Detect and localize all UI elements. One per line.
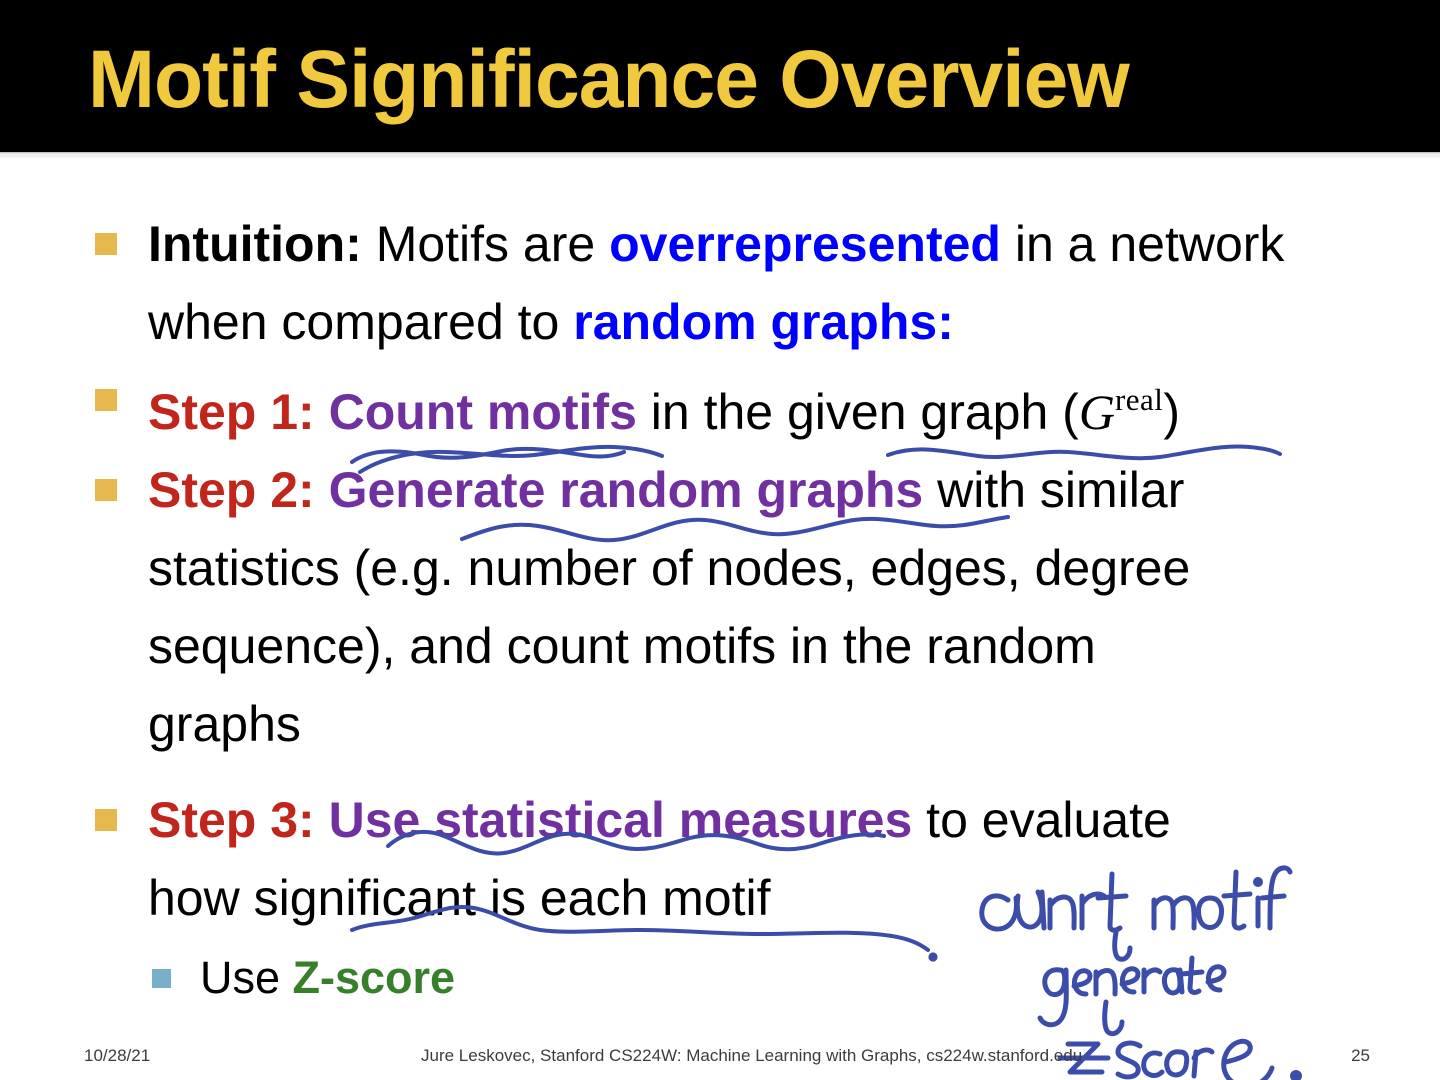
- title-band: [0, 0, 1440, 152]
- bullet-step-3-line-2: how significant is each motif: [148, 870, 771, 927]
- footer: 10/28/21 Jure Leskovec, Stanford CS224W:…: [0, 1034, 1440, 1080]
- sub-bullet-square-icon: [152, 969, 171, 989]
- bullet-step-2: Step 2: Generate random graphs with simi…: [0, 451, 1440, 529]
- bullet-square-icon: [95, 233, 117, 255]
- bullet-step-1-text: Step 1: Count motifs in the given graph …: [148, 361, 1400, 451]
- term-random-graphs: random graphs:: [573, 294, 954, 350]
- bullet-intuition: Intuition: Motifs are overrepresented in…: [0, 205, 1440, 361]
- bullet-square-icon: [95, 479, 117, 502]
- intuition-mid-2: in a network when compared to: [148, 216, 1285, 350]
- title-divider-shadow: [0, 155, 1440, 159]
- footer-attribution: Jure Leskovec, Stanford CS224W: Machine …: [421, 1046, 1083, 1065]
- bullet-step-2-line-1: Step 2: Generate random graphs with simi…: [148, 451, 1400, 529]
- phrase-use-statistical-measures: Use statistical measures: [328, 792, 913, 849]
- intuition-label: Intuition:: [148, 216, 362, 272]
- bullet-step-3-line-1: Step 3: Use statistical measures to eval…: [148, 781, 1400, 859]
- bullet-step-3: Step 3: Use statistical measures to eval…: [0, 781, 1440, 937]
- title-divider: [0, 152, 1440, 155]
- bullet-step-2-line-2: statistics (e.g. number of nodes, edges,…: [148, 540, 1191, 597]
- phrase-generate-random-graphs: Generate random graphs: [328, 462, 924, 519]
- term-overrepresented: overrepresented: [609, 216, 1001, 272]
- bullet-square-icon: [95, 809, 117, 832]
- phrase-count-motifs: Count motifs: [328, 384, 637, 441]
- use-z-score-text: Use Z-score: [200, 943, 1440, 1013]
- step-1-label: Step 1:: [148, 384, 315, 441]
- page-title: Motif Significance Overview: [88, 34, 1130, 125]
- step-1-tail: in the given graph (: [636, 384, 1079, 441]
- slide-body: Intuition: Motifs are overrepresented in…: [0, 205, 1440, 1013]
- step-2-tail: with similar: [923, 462, 1185, 519]
- math-g-real: Greal: [1078, 382, 1164, 441]
- use-prefix: Use: [200, 952, 293, 1004]
- term-z-score: Z-score: [292, 952, 456, 1004]
- step-1-tail2: ): [1163, 384, 1181, 441]
- bullet-step-2-line-4: graphs: [148, 696, 301, 753]
- step-3-label: Step 3:: [148, 792, 315, 849]
- bullet-use-z-score: Use Z-score: [0, 943, 1440, 1013]
- footer-page-number: 25: [1351, 1046, 1370, 1065]
- intuition-mid-1: Motifs are: [361, 216, 610, 272]
- bullet-step-2-cont: statistics (e.g. number of nodes, edges,…: [0, 529, 1440, 763]
- bullet-step-1: Step 1: Count motifs in the given graph …: [0, 361, 1440, 451]
- footer-date: 10/28/21: [84, 1046, 151, 1065]
- bullet-square-icon: [95, 389, 117, 411]
- bullet-intuition-text: Intuition: Motifs are overrepresented in…: [148, 205, 1400, 361]
- bullet-step-2-line-3: sequence), and count motifs in the rando…: [148, 618, 1096, 675]
- step-3-tail: to evaluate: [912, 792, 1171, 849]
- step-2-label: Step 2:: [148, 462, 315, 519]
